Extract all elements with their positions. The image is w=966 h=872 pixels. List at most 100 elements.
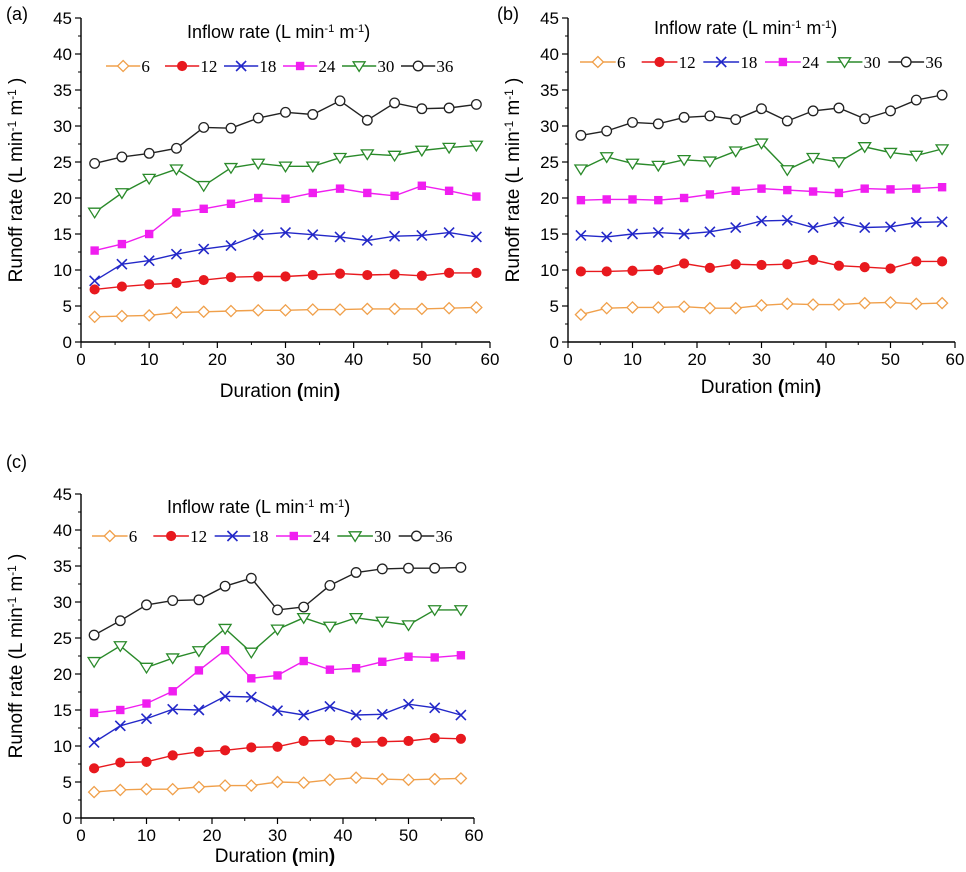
data-point <box>280 106 291 118</box>
legend-marker <box>715 56 727 68</box>
x-tick-label: 40 <box>334 826 353 845</box>
data-point <box>470 231 482 243</box>
data-point <box>859 221 871 234</box>
data-point <box>626 301 639 314</box>
data-point <box>88 310 102 324</box>
data-point <box>601 125 613 137</box>
data-point <box>141 756 152 767</box>
data-point <box>225 272 237 283</box>
data-point <box>114 188 130 200</box>
data-point <box>860 184 869 193</box>
data-point <box>198 274 209 286</box>
legend-label: 36 <box>435 527 452 546</box>
data-point <box>455 733 466 744</box>
data-point <box>322 621 338 634</box>
x-tick-label: 20 <box>208 350 227 369</box>
data-point <box>141 599 152 611</box>
legend-entry-24: 24 <box>276 527 330 546</box>
data-point <box>653 264 664 276</box>
panel-label: (c) <box>6 452 27 472</box>
legend-entry-30: 30 <box>826 53 881 72</box>
data-point <box>334 95 346 107</box>
data-point <box>348 612 364 625</box>
data-point <box>576 195 586 205</box>
legend-marker <box>226 530 239 542</box>
legend-marker <box>351 61 367 73</box>
data-point <box>88 629 100 641</box>
data-point <box>470 98 482 110</box>
data-point <box>388 302 401 316</box>
x-tick-label: 20 <box>203 826 222 845</box>
data-point <box>279 226 292 239</box>
x-tick-label: 30 <box>268 826 287 845</box>
legend-label: 24 <box>318 57 336 76</box>
data-point <box>389 97 401 109</box>
data-point <box>936 89 948 101</box>
panel-c: 0 5 10 15 20 25 30 35 40 45 0 10 20 30 40 50 60 (c) Inflow… <box>6 452 484 867</box>
legend-entry-24: 24 <box>765 53 820 72</box>
y-tick-label: 35 <box>53 81 72 100</box>
data-point <box>884 221 897 233</box>
data-point <box>376 708 388 720</box>
data-point <box>351 737 362 748</box>
data-point <box>375 616 390 629</box>
data-point <box>731 186 740 195</box>
legend-entry-12: 12 <box>153 527 207 546</box>
data-point <box>172 208 181 217</box>
legend-entry-12: 12 <box>165 57 217 76</box>
series-36 <box>89 95 482 169</box>
data-point <box>192 780 206 794</box>
data-point <box>455 561 467 573</box>
series-6 <box>574 295 949 322</box>
data-point <box>403 735 414 747</box>
data-point <box>415 302 429 316</box>
data-point <box>334 268 346 279</box>
legend-marker <box>166 530 177 542</box>
series-18 <box>88 690 467 748</box>
x-tick-label: 0 <box>76 826 85 845</box>
legend-entry-30: 30 <box>342 57 394 76</box>
legend-label: 6 <box>141 57 150 76</box>
y-axis-label: Runoff rate (L min-1 m-1 ) <box>6 78 28 283</box>
data-point <box>911 256 922 267</box>
data-point <box>116 258 128 270</box>
y-tick-label: 45 <box>53 485 72 504</box>
data-point <box>307 109 319 120</box>
data-point <box>89 275 101 287</box>
y-tick-label: 45 <box>53 9 72 28</box>
legend-entry-30: 30 <box>337 527 391 546</box>
data-point <box>831 157 847 169</box>
legend-marker <box>177 60 188 72</box>
series-6 <box>88 301 483 324</box>
data-point <box>305 161 320 173</box>
data-point <box>729 301 743 315</box>
x-axis-label: Duration (min) <box>215 846 335 867</box>
legend-marker <box>411 530 422 542</box>
data-point <box>115 757 126 768</box>
legend-label: 36 <box>436 57 453 76</box>
data-point <box>89 763 100 774</box>
data-point <box>402 773 415 787</box>
legend-label: 12 <box>679 53 696 72</box>
data-point <box>280 271 291 282</box>
x-tick-label: 60 <box>465 826 484 845</box>
data-point <box>884 295 897 309</box>
legend-marker <box>295 61 305 71</box>
data-point <box>833 102 845 114</box>
data-point <box>705 190 715 199</box>
data-point <box>194 666 204 675</box>
y-tick-label: 10 <box>53 261 72 280</box>
data-point <box>116 281 128 292</box>
x-tick-label: 40 <box>344 350 363 369</box>
data-point <box>704 110 716 122</box>
legend-entry-36: 36 <box>398 527 452 546</box>
data-point <box>403 562 414 574</box>
y-tick-label: 20 <box>53 189 72 208</box>
legend-marker <box>103 529 117 543</box>
data-point <box>627 116 638 128</box>
legend-title: Inflow rate (L min-1 m-1) <box>654 18 837 38</box>
data-point <box>225 239 237 252</box>
data-point <box>704 226 716 238</box>
data-point <box>833 216 845 228</box>
data-point <box>575 229 587 242</box>
